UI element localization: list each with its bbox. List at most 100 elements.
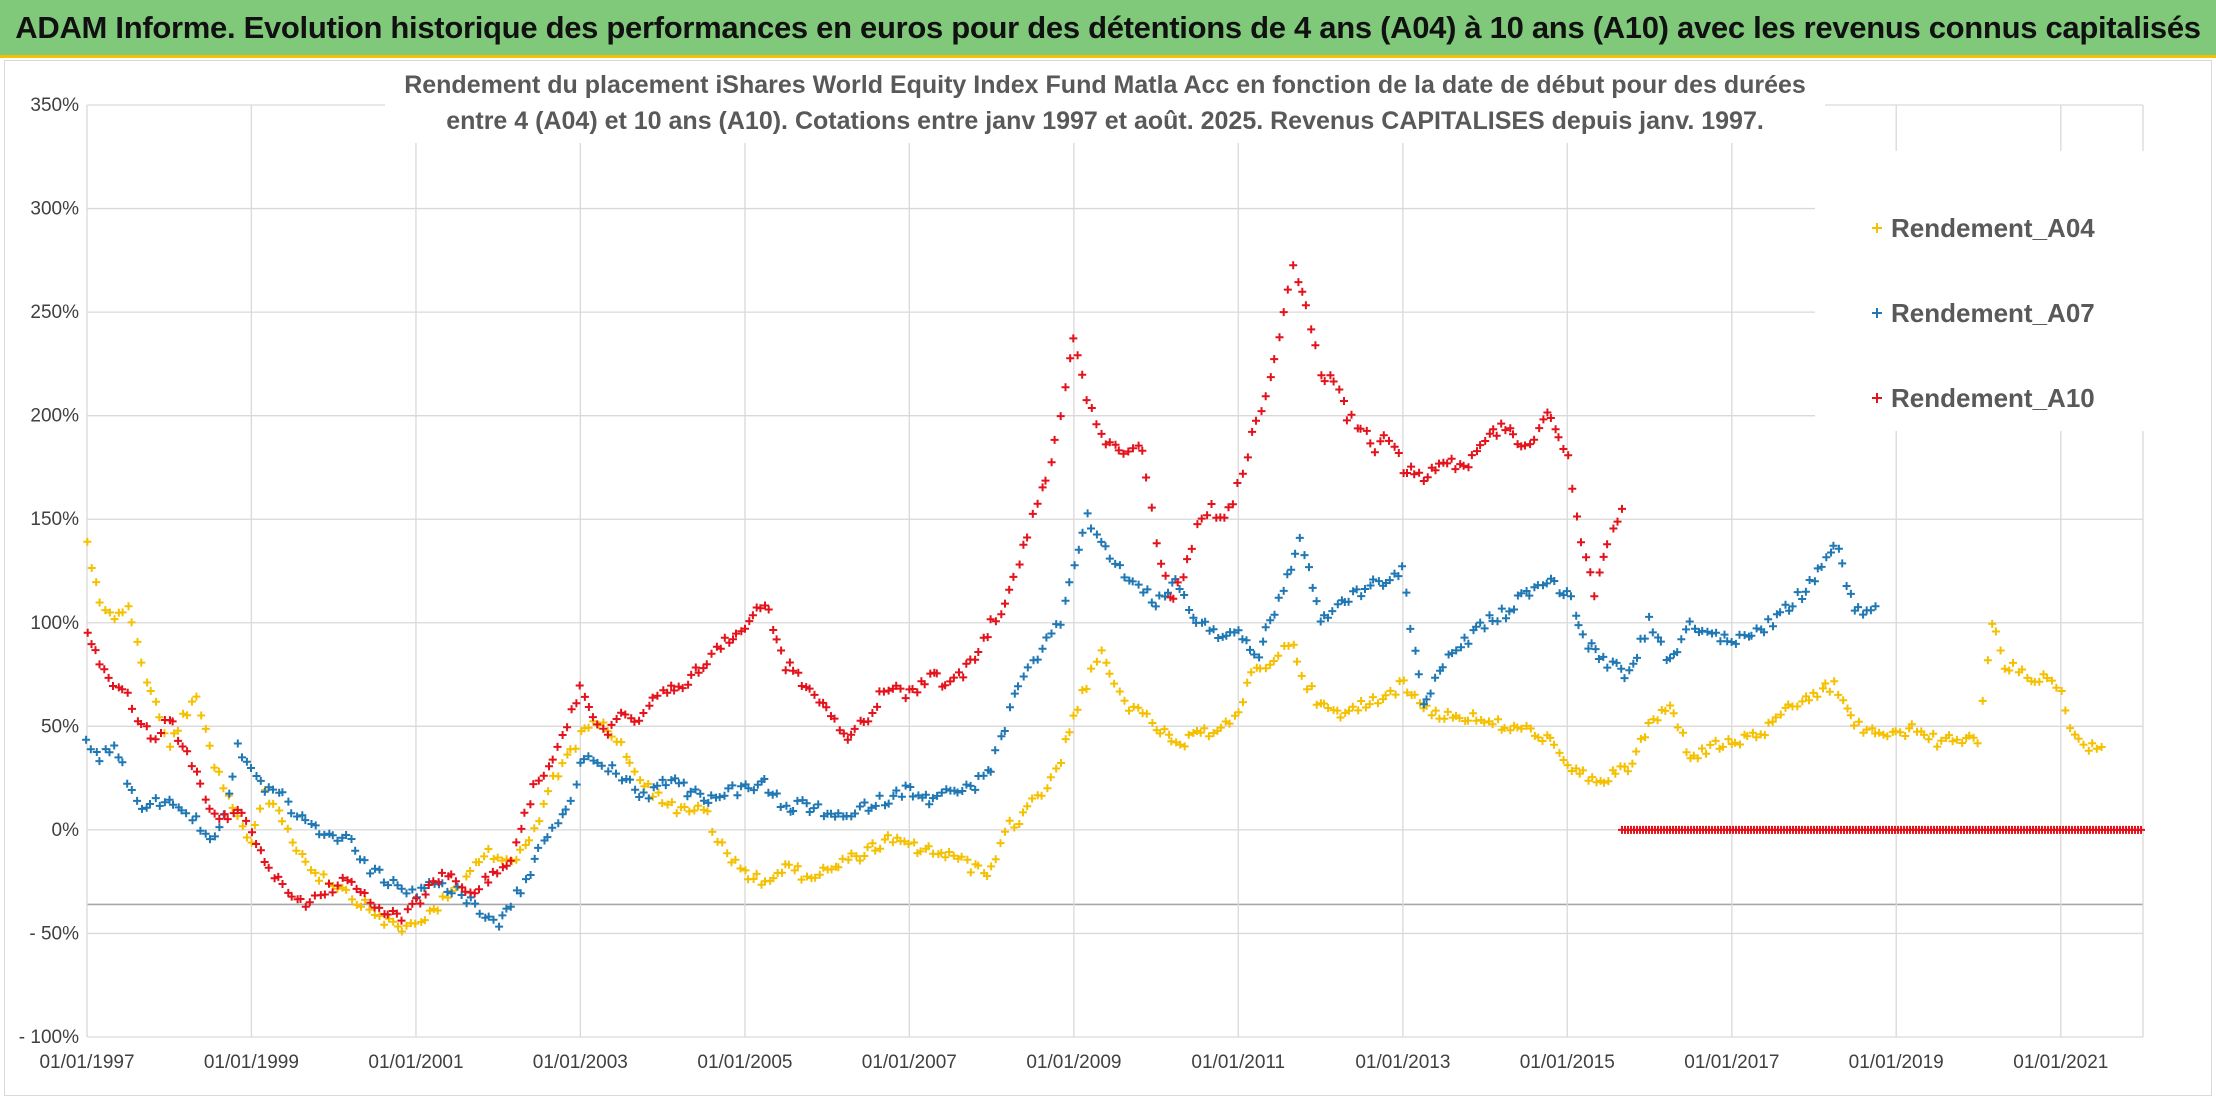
data-point-marker — [1764, 615, 1773, 624]
data-point-marker — [348, 895, 357, 904]
data-point-marker — [1312, 597, 1321, 606]
data-point-marker — [1785, 606, 1794, 615]
data-point-marker — [1805, 696, 1813, 705]
data-point-marker — [1078, 370, 1087, 379]
data-point-marker — [736, 864, 745, 873]
data-point-marker — [686, 787, 695, 796]
data-point-marker — [1403, 469, 1411, 477]
data-point-marker — [1312, 700, 1321, 709]
data-point-marker — [691, 663, 700, 672]
data-point-marker — [1866, 606, 1875, 615]
data-point-marker — [1422, 695, 1431, 704]
data-point-marker — [1584, 644, 1593, 653]
data-point-marker — [392, 909, 401, 918]
data-point-marker — [971, 655, 980, 664]
data-point-marker — [516, 889, 525, 898]
data-point-marker — [320, 890, 329, 899]
data-point-marker — [811, 873, 820, 882]
data-point-marker — [949, 673, 958, 682]
data-point-marker — [506, 902, 515, 911]
data-point-marker — [475, 885, 483, 894]
data-point-marker — [165, 795, 174, 804]
data-point-marker — [855, 856, 864, 865]
data-point-marker — [526, 871, 535, 879]
data-point-marker — [851, 809, 859, 818]
data-point-marker — [1087, 404, 1096, 412]
data-point-marker — [1595, 568, 1604, 577]
data-point-marker — [548, 755, 557, 764]
data-point-marker — [554, 772, 563, 781]
data-point-marker — [1266, 373, 1275, 382]
data-point-marker — [1983, 656, 1992, 665]
data-point-marker — [247, 838, 256, 847]
data-point-marker — [256, 846, 265, 855]
data-point-marker — [1577, 538, 1585, 547]
data-point-marker — [1526, 724, 1535, 733]
y-tick-label: - 100% — [19, 1027, 79, 1048]
data-point-marker — [1115, 687, 1124, 696]
data-point-marker — [1920, 730, 1929, 739]
data-point-marker — [1839, 696, 1848, 705]
data-point-marker — [871, 801, 880, 810]
data-point-marker — [447, 870, 456, 879]
data-point-marker — [645, 701, 654, 710]
data-point-marker — [1460, 633, 1469, 642]
data-point-marker — [768, 790, 777, 799]
data-point-marker — [1143, 585, 1152, 594]
data-point-marker — [1769, 622, 1777, 631]
data-point-marker — [974, 648, 983, 656]
data-point-marker — [892, 786, 901, 795]
data-point-marker — [1620, 762, 1629, 771]
data-point-marker — [1883, 732, 1892, 741]
data-point-marker — [1645, 612, 1654, 621]
data-point-marker — [403, 905, 412, 914]
data-point-marker — [661, 781, 670, 790]
data-point-marker — [844, 855, 853, 864]
data-point-marker — [1037, 791, 1046, 800]
data-point-marker — [897, 792, 906, 801]
data-point-marker — [539, 771, 548, 780]
data-point-marker — [534, 843, 543, 852]
data-point-marker — [764, 788, 773, 797]
data-point-marker — [151, 794, 160, 803]
data-point-marker — [1727, 638, 1736, 646]
data-point-marker — [797, 682, 806, 690]
data-point-marker — [946, 677, 955, 686]
data-point-marker — [607, 720, 616, 729]
data-point-marker — [319, 870, 328, 879]
data-point-marker — [1798, 697, 1807, 706]
data-point-marker — [1776, 608, 1785, 617]
data-point-marker — [1546, 414, 1555, 422]
data-point-marker — [1978, 696, 1987, 705]
data-point-marker — [1102, 658, 1111, 667]
data-point-marker — [1152, 539, 1161, 548]
x-tick-label: 01/01/2003 — [533, 1052, 628, 1073]
data-point-marker — [571, 744, 580, 753]
data-point-marker — [168, 717, 177, 726]
data-point-marker — [584, 752, 593, 761]
data-point-marker — [1641, 733, 1650, 742]
data-point-marker — [127, 786, 136, 794]
data-point-marker — [966, 868, 975, 877]
data-point-marker — [1041, 476, 1050, 485]
data-point-marker — [298, 811, 307, 820]
data-point-marker — [545, 762, 553, 771]
data-point-marker — [644, 779, 653, 788]
data-point-marker — [680, 803, 689, 811]
data-point-marker — [516, 845, 525, 854]
data-point-marker — [672, 809, 681, 818]
data-point-marker — [393, 881, 402, 890]
data-point-marker — [1827, 548, 1835, 557]
data-point-marker — [636, 776, 645, 785]
data-point-marker — [1303, 685, 1312, 694]
data-point-marker — [269, 785, 277, 794]
data-point-marker — [1578, 630, 1587, 639]
data-point-marker — [1464, 716, 1472, 725]
data-point-marker — [366, 898, 375, 907]
data-point-marker — [92, 578, 101, 587]
data-point-marker — [1056, 412, 1065, 421]
data-point-marker — [1879, 730, 1888, 739]
data-point-marker — [1419, 700, 1428, 709]
data-point-marker — [876, 844, 885, 853]
data-point-marker — [1492, 431, 1501, 440]
